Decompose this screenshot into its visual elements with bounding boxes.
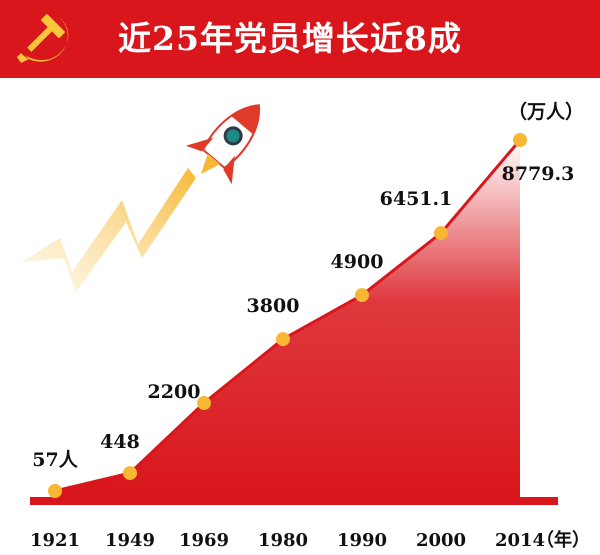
page-title: 近25年党员增长近8成 [118, 19, 462, 58]
x-axis-unit: （年） [536, 529, 590, 551]
hammer-sickle-icon [17, 14, 69, 63]
x-tick-2014: 2014 [495, 530, 545, 551]
x-tick-1990: 1990 [337, 530, 387, 551]
data-markers [48, 133, 527, 498]
x-tick-1980: 1980 [258, 530, 308, 551]
area-fill [55, 140, 520, 497]
data-label-2000: 6451.1 [380, 188, 453, 210]
x-tick-2000: 2000 [416, 530, 466, 551]
data-label-1980: 3800 [247, 295, 300, 317]
data-labels: 57人 448 2200 3800 4900 6451.1 8779.3 [32, 163, 574, 471]
data-point-2014 [513, 133, 527, 147]
data-point-1980 [276, 332, 290, 347]
data-label-2014: 8779.3 [502, 163, 575, 185]
data-point-1949 [123, 466, 137, 481]
rocket-icon [22, 104, 260, 292]
x-tick-1921: 1921 [30, 530, 80, 551]
data-point-1990 [355, 288, 369, 303]
data-label-1949: 448 [100, 431, 140, 453]
data-label-1969: 2200 [148, 381, 201, 403]
data-label-1921: 57人 [32, 449, 78, 471]
data-point-2000 [434, 226, 448, 241]
x-tick-1949: 1949 [105, 530, 155, 551]
unit-label: （万人） [508, 100, 584, 123]
data-label-1990: 4900 [331, 251, 384, 273]
title-banner: 近25年党员增长近8成 [0, 0, 600, 78]
x-axis-labels: 1921 1949 1969 1980 1990 2000 2014 [30, 530, 545, 551]
baseline [30, 497, 558, 505]
x-tick-1969: 1969 [179, 530, 229, 551]
data-point-1921 [48, 483, 62, 498]
data-point-1969 [197, 396, 211, 411]
